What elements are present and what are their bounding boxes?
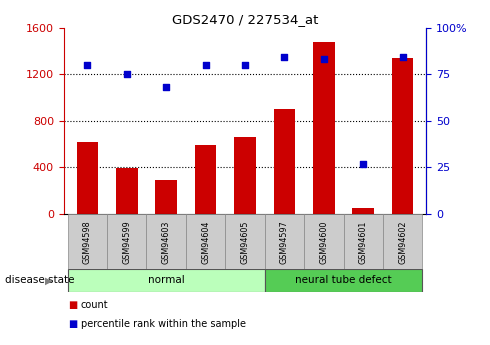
Bar bbox=[68, 214, 107, 269]
Bar bbox=[265, 214, 304, 269]
Bar bbox=[352, 208, 374, 214]
Bar bbox=[107, 214, 147, 269]
Text: count: count bbox=[81, 300, 108, 310]
Text: percentile rank within the sample: percentile rank within the sample bbox=[81, 319, 246, 329]
Text: GSM94599: GSM94599 bbox=[122, 220, 131, 264]
Title: GDS2470 / 227534_at: GDS2470 / 227534_at bbox=[172, 13, 318, 27]
Bar bbox=[343, 214, 383, 269]
Point bbox=[83, 62, 91, 68]
Point bbox=[162, 85, 170, 90]
Point bbox=[359, 161, 367, 166]
Point bbox=[202, 62, 210, 68]
Bar bbox=[225, 214, 265, 269]
Text: ■: ■ bbox=[69, 300, 78, 310]
Point bbox=[241, 62, 249, 68]
Bar bbox=[234, 137, 256, 214]
Text: GSM94605: GSM94605 bbox=[241, 220, 249, 264]
Bar bbox=[147, 214, 186, 269]
Text: GSM94600: GSM94600 bbox=[319, 220, 328, 264]
Bar bbox=[195, 145, 217, 214]
Text: disease state: disease state bbox=[5, 275, 74, 285]
Text: normal: normal bbox=[148, 275, 185, 285]
Bar bbox=[68, 269, 265, 292]
Text: GSM94604: GSM94604 bbox=[201, 220, 210, 264]
Text: GSM94603: GSM94603 bbox=[162, 220, 171, 264]
Bar bbox=[116, 168, 138, 214]
Bar bbox=[392, 58, 414, 214]
Bar bbox=[76, 142, 98, 214]
Bar bbox=[186, 214, 225, 269]
Point bbox=[399, 55, 407, 60]
Bar bbox=[304, 214, 343, 269]
Bar bbox=[273, 109, 295, 214]
Text: ▶: ▶ bbox=[45, 275, 52, 285]
Point bbox=[320, 57, 328, 62]
Bar bbox=[383, 214, 422, 269]
Point bbox=[123, 71, 131, 77]
Bar bbox=[265, 269, 422, 292]
Text: GSM94601: GSM94601 bbox=[359, 220, 368, 264]
Point bbox=[280, 55, 288, 60]
Text: GSM94602: GSM94602 bbox=[398, 220, 407, 264]
Text: GSM94597: GSM94597 bbox=[280, 220, 289, 264]
Text: ■: ■ bbox=[69, 319, 78, 329]
Text: GSM94598: GSM94598 bbox=[83, 220, 92, 264]
Bar bbox=[155, 179, 177, 214]
Bar bbox=[313, 41, 335, 214]
Text: neural tube defect: neural tube defect bbox=[295, 275, 392, 285]
